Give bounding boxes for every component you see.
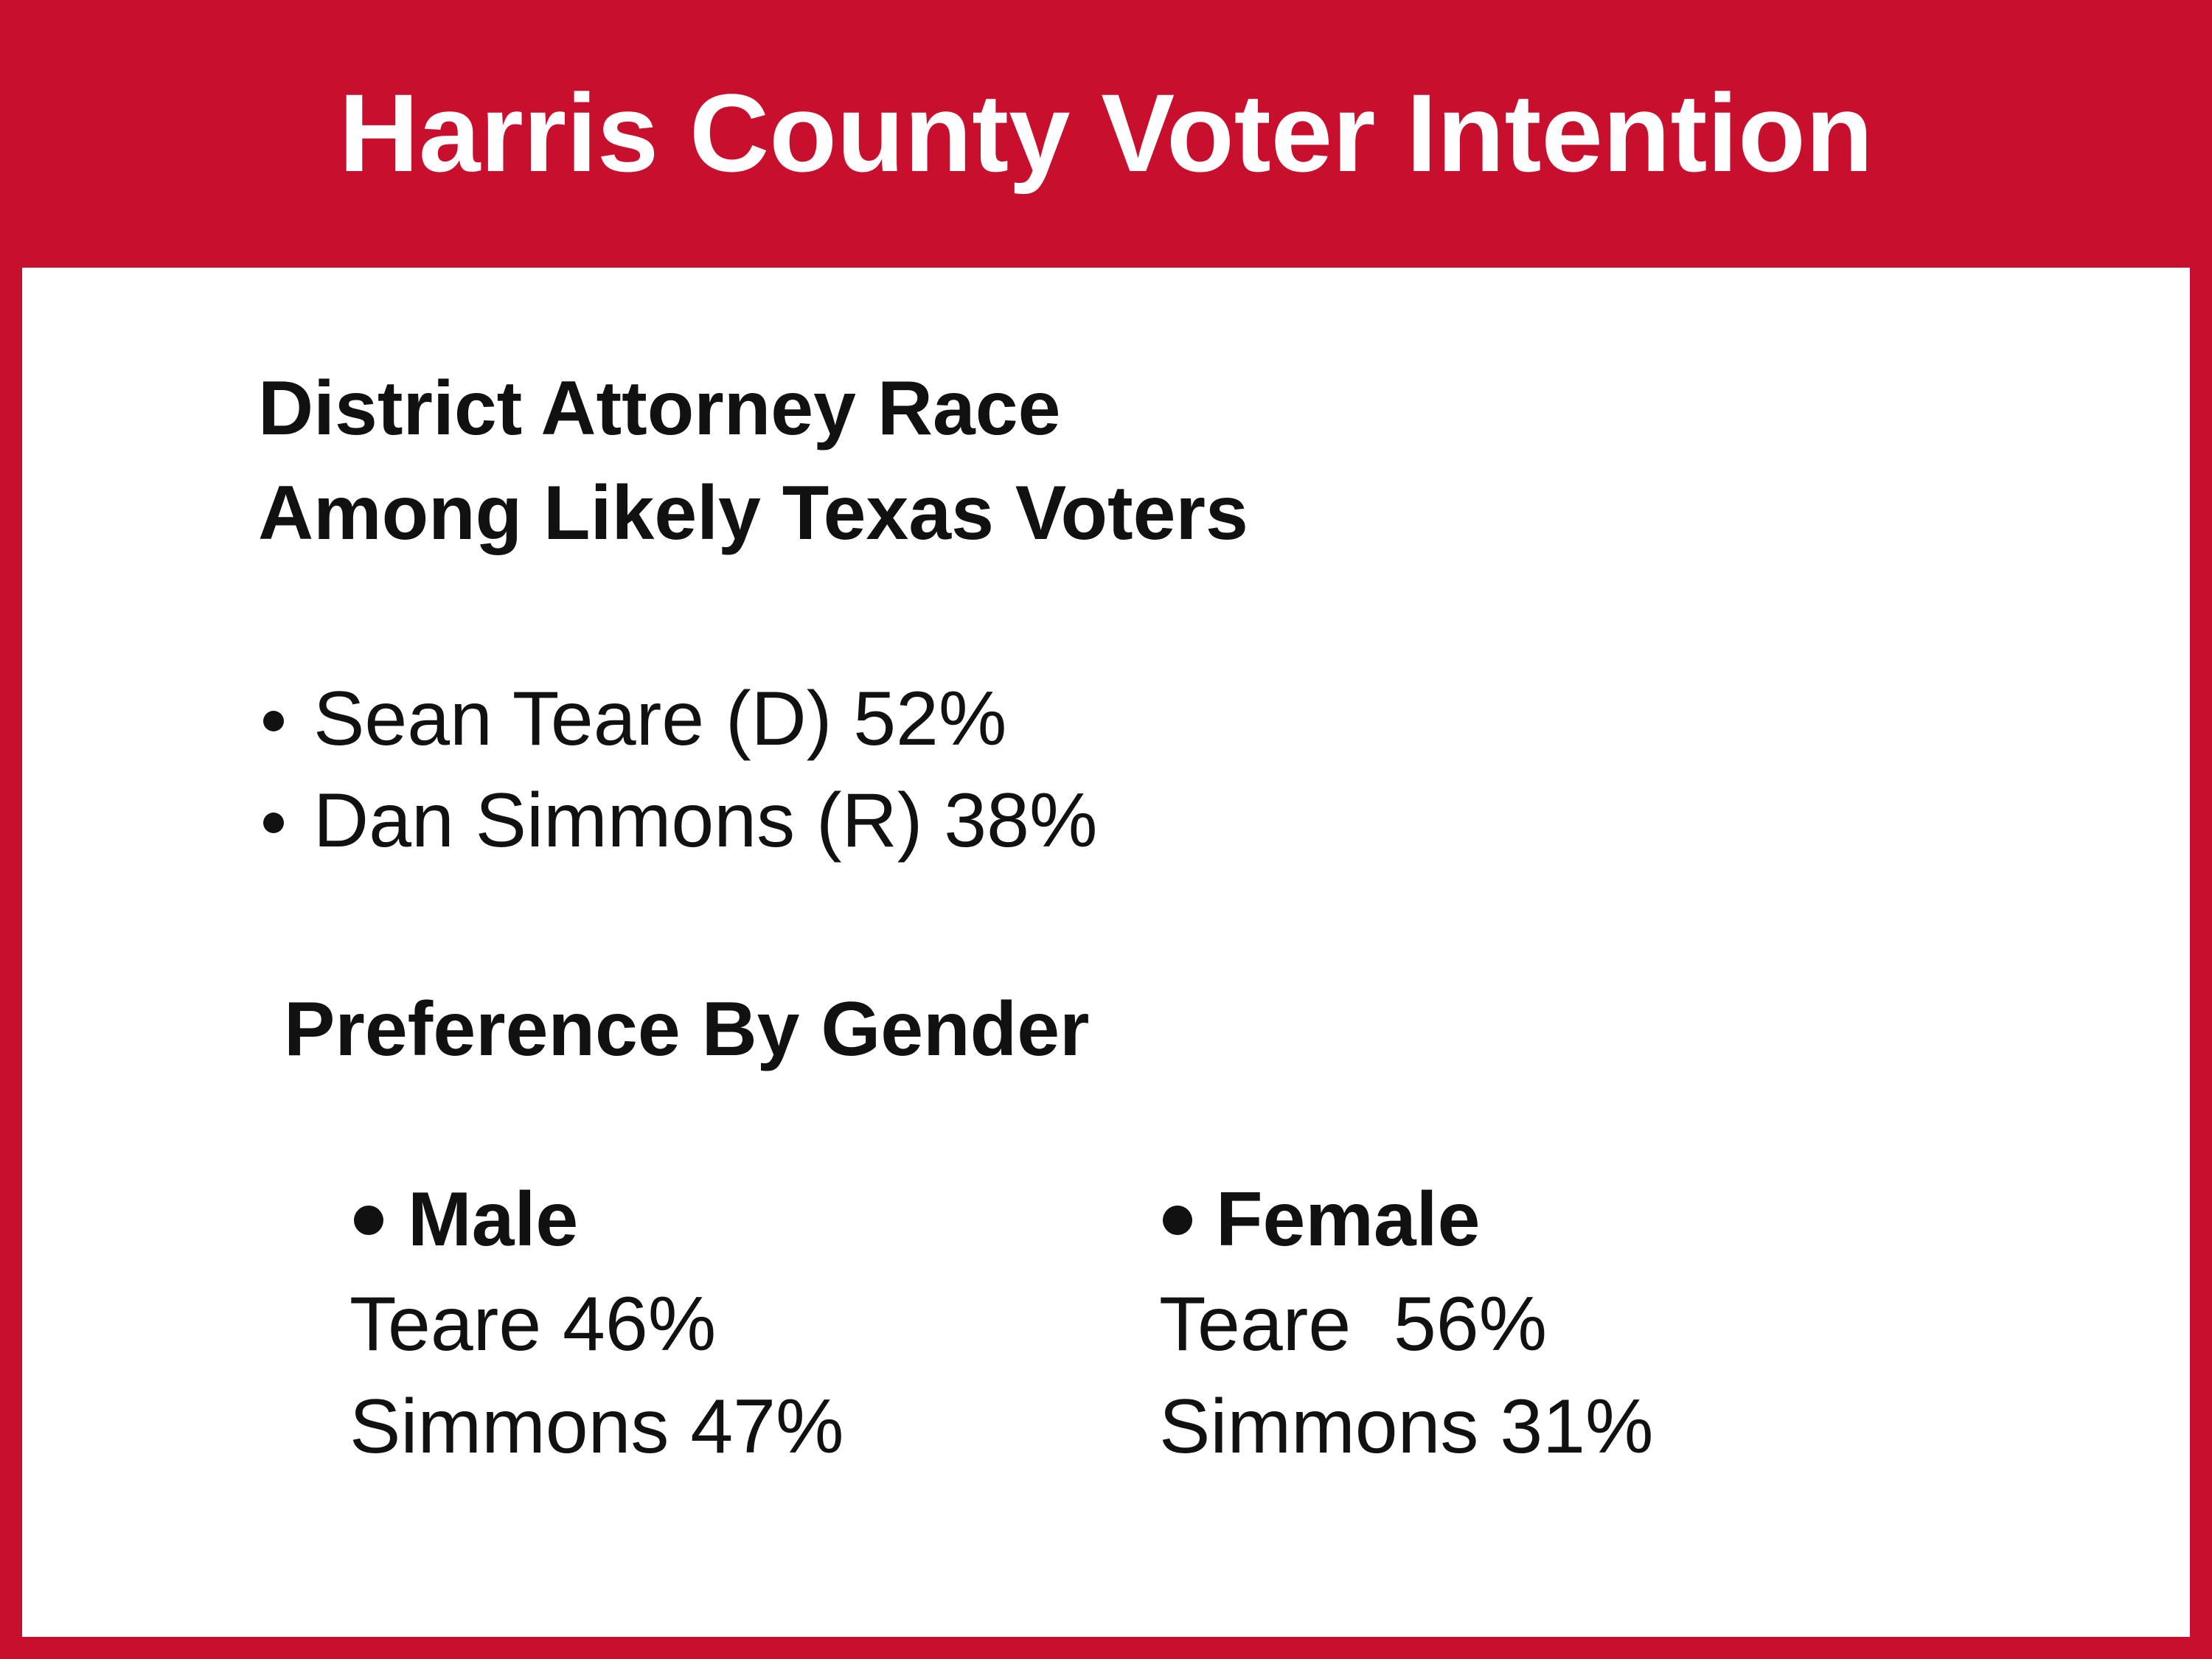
group-label: Female <box>1216 1177 1480 1262</box>
race-result: Dan Simmons (R) 38% <box>313 778 1097 863</box>
race-result: Sean Teare (D) 52% <box>313 676 1006 762</box>
group-line: Simmons 47% <box>349 1384 844 1470</box>
group-line: Simmons 31% <box>1159 1384 1653 1470</box>
bullet <box>263 711 284 731</box>
bullet <box>1163 1206 1192 1235</box>
group-line: Teare 46% <box>349 1281 716 1367</box>
content-panel <box>22 268 2190 1637</box>
group-line: Teare 56% <box>1159 1281 1547 1367</box>
group-label: Male <box>408 1177 578 1262</box>
bullet <box>354 1206 383 1235</box>
title: Harris County Voter Intention <box>339 71 1874 195</box>
bullet <box>263 813 284 833</box>
gender-heading: Preference By Gender <box>284 987 1090 1072</box>
race-heading: Among Likely Texas Voters <box>258 470 1248 556</box>
race-heading: District Attorney Race <box>258 366 1060 451</box>
